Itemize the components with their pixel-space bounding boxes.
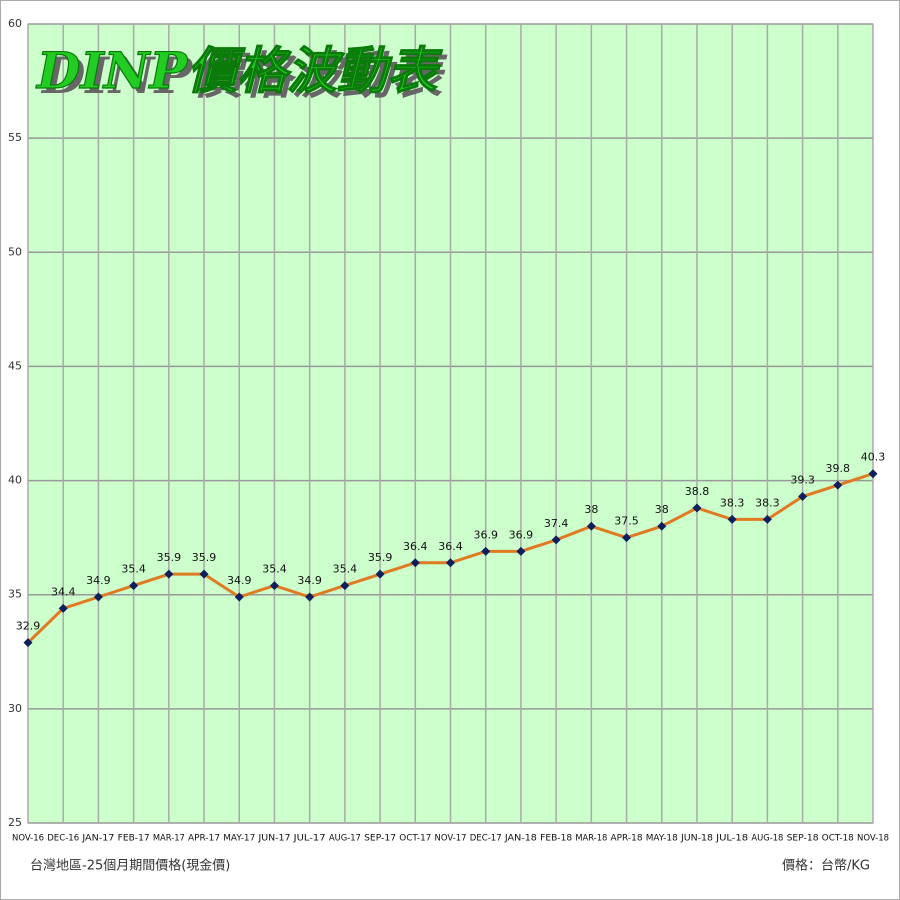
point <box>93 592 103 602</box>
point <box>727 514 737 524</box>
x-tick-label: JUL-18 <box>715 834 748 844</box>
data-label: 35.9 <box>157 551 182 564</box>
chart-title-shadow: DINP價格波動表 <box>40 46 448 105</box>
x-tick-label: FEB-17 <box>118 834 150 844</box>
point <box>833 480 843 490</box>
point <box>586 521 596 531</box>
point <box>375 569 385 579</box>
x-tick-label: JAN-17 <box>81 834 114 844</box>
x-tick-label: DEC-17 <box>470 834 502 844</box>
x-tick-label: SEP-18 <box>787 834 819 844</box>
data-label: 38 <box>655 503 669 516</box>
x-tick-label: NOV-18 <box>857 834 889 844</box>
x-tick-label: MAR-17 <box>153 834 185 844</box>
data-label: 38 <box>584 503 598 516</box>
point <box>657 521 667 531</box>
unit-label: 價格：台幣/KG <box>782 858 870 874</box>
x-tick-label: DEC-16 <box>47 834 79 844</box>
data-label: 35.4 <box>333 563 358 576</box>
x-tick-label: JUN-18 <box>680 834 713 844</box>
point <box>340 581 350 591</box>
y-tick-label: 35 <box>8 588 22 601</box>
x-tick-label: JAN-18 <box>504 834 537 844</box>
data-label: 39.8 <box>826 462 851 475</box>
y-tick-label: 25 <box>8 816 22 829</box>
point <box>269 581 279 591</box>
x-tick-label: OCT-17 <box>399 834 431 844</box>
x-tick-label: APR-18 <box>611 834 643 844</box>
x-tick-label: MAR-18 <box>575 834 607 844</box>
y-tick-label: 30 <box>8 702 22 715</box>
x-tick-label: AUG-18 <box>751 834 783 844</box>
point <box>129 581 139 591</box>
point <box>234 592 244 602</box>
x-tick-label: MAY-17 <box>223 834 255 844</box>
data-label: 38.3 <box>720 496 745 509</box>
y-tick-label: 50 <box>8 245 22 258</box>
data-label: 37.4 <box>544 517 569 530</box>
data-label: 36.9 <box>473 528 498 541</box>
x-tick-label: SEP-17 <box>364 834 396 844</box>
x-tick-label: JUN-17 <box>257 834 290 844</box>
point <box>164 569 174 579</box>
point <box>798 492 808 502</box>
x-tick-label: FEB-18 <box>540 834 572 844</box>
data-label: 36.9 <box>509 528 534 541</box>
point <box>551 535 561 545</box>
point <box>622 533 632 543</box>
data-label: 36.4 <box>438 540 463 553</box>
point <box>199 569 209 579</box>
data-label: 38.8 <box>685 485 710 498</box>
data-label: 40.3 <box>861 451 886 464</box>
data-label: 36.4 <box>403 540 428 553</box>
data-label: 35.9 <box>192 551 217 564</box>
data-label: 34.9 <box>227 574 252 587</box>
x-tick-label: NOV-16 <box>12 834 44 844</box>
y-tick-label: 40 <box>8 474 22 487</box>
x-tick-label: NOV-17 <box>435 834 467 844</box>
data-label: 32.9 <box>16 620 41 633</box>
point <box>762 514 772 524</box>
y-tick-label: 45 <box>8 359 22 372</box>
data-label: 35.4 <box>262 563 287 576</box>
y-tick-label: 55 <box>8 131 22 144</box>
data-label: 35.9 <box>368 551 393 564</box>
x-tick-label: MAY-18 <box>646 834 678 844</box>
point <box>305 592 315 602</box>
point <box>23 638 33 648</box>
footnote: 台灣地區-25個月期間價格(現金價) <box>30 858 230 874</box>
point <box>516 546 526 556</box>
point <box>58 603 68 613</box>
point <box>446 558 455 568</box>
x-tick-label: AUG-17 <box>329 834 361 844</box>
data-label: 34.4 <box>51 585 76 598</box>
data-label: 39.3 <box>790 474 815 487</box>
x-tick-label: OCT-18 <box>822 834 854 844</box>
data-label: 37.5 <box>614 515 639 528</box>
data-label: 35.4 <box>121 563 146 576</box>
point <box>692 503 702 513</box>
data-label: 34.9 <box>297 574 322 587</box>
chart-title: DINP價格波動表 <box>35 41 443 100</box>
data-label: 38.3 <box>755 496 780 509</box>
x-tick-label: JUL-17 <box>293 834 326 844</box>
point <box>410 558 420 568</box>
point <box>481 546 491 556</box>
point <box>868 469 878 479</box>
y-tick-label: 60 <box>8 17 22 30</box>
x-tick-label: APR-17 <box>188 834 220 844</box>
data-label: 34.9 <box>86 574 111 587</box>
